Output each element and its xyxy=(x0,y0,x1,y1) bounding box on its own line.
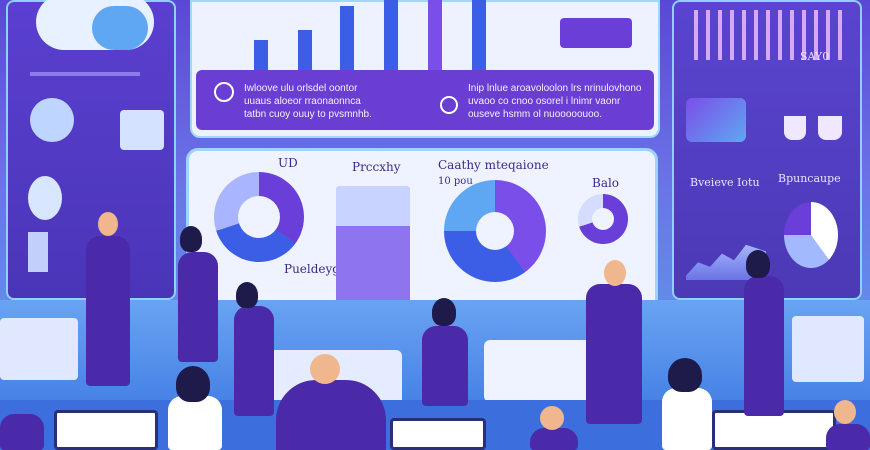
left-mini-bars xyxy=(28,232,48,272)
bar-chart-card-header xyxy=(336,186,410,226)
board-label-a: UD xyxy=(278,156,298,170)
right-pie-icon xyxy=(784,202,838,268)
cloud-detail xyxy=(92,6,148,50)
monitor-center xyxy=(390,418,486,450)
donut-hole xyxy=(238,196,280,238)
center-right-screen xyxy=(484,340,594,402)
board-label-c2: 10 pou xyxy=(438,176,473,187)
person-11 xyxy=(662,388,712,450)
pie-hole xyxy=(476,212,514,250)
top-ribbon-text-left: Iwloove ulu orlsdel oontor uuaus aloeor … xyxy=(244,83,372,120)
person-8 xyxy=(168,396,222,450)
top-ribbon xyxy=(196,70,654,130)
person-5-head xyxy=(604,260,626,286)
person-7 xyxy=(276,380,386,450)
right-bar-chart xyxy=(694,10,844,60)
monitor-left xyxy=(54,410,158,450)
board-label-e: Balo xyxy=(592,176,620,190)
board-label-d: Pueldeygi xyxy=(284,262,344,276)
top-bar-3 xyxy=(340,6,354,70)
right-heading-2: Bpuncaupe xyxy=(778,172,841,185)
coffee-cup-icon xyxy=(784,116,806,140)
person-12-head xyxy=(834,400,856,424)
person-3-head xyxy=(236,282,258,308)
map-icon xyxy=(30,98,74,142)
left-divider xyxy=(30,72,140,76)
person-11-head xyxy=(668,358,702,392)
right-floor-screen xyxy=(792,316,864,382)
person-2-head xyxy=(180,226,202,252)
top-bar-4 xyxy=(384,0,398,70)
left-mini-card xyxy=(120,110,164,150)
person-1-head xyxy=(98,212,118,236)
right-heading-1: Bveieve Iotu xyxy=(690,176,760,189)
person-4-head xyxy=(432,298,456,326)
person-10-head xyxy=(540,406,564,430)
person-7-head xyxy=(310,354,340,384)
coffee-cup-icon-2 xyxy=(818,116,842,140)
board-label-c: Caathy mteqaione xyxy=(438,158,549,172)
g-badge-icon xyxy=(214,82,234,102)
person-4 xyxy=(422,326,468,406)
person-8-head xyxy=(176,366,210,402)
left-floor-screen xyxy=(0,318,78,380)
right-stat: SAY0 xyxy=(800,50,830,63)
person-9 xyxy=(0,414,44,450)
cube-icon xyxy=(560,18,632,48)
top-bar-5 xyxy=(428,0,442,70)
small-donut-hole xyxy=(592,208,614,230)
top-bar-2 xyxy=(298,30,312,70)
top-bar-6 xyxy=(472,0,486,70)
person-6 xyxy=(744,276,784,416)
top-bar-1 xyxy=(254,40,268,70)
left-gauge xyxy=(28,176,62,220)
person-5 xyxy=(586,284,642,424)
person-2 xyxy=(178,252,218,362)
monitor-right xyxy=(712,410,836,450)
person-3 xyxy=(234,306,274,416)
person-10 xyxy=(530,428,578,450)
trend-icon xyxy=(686,98,746,142)
person-6-head xyxy=(746,250,770,278)
person-12 xyxy=(826,424,870,450)
top-ribbon-text-right: Inip lnlue aroavoloolon lrs nrinulovhono… xyxy=(468,83,642,120)
board-label-b: Prccxhy xyxy=(352,160,401,174)
clock-icon xyxy=(440,96,458,114)
person-1 xyxy=(86,236,130,386)
